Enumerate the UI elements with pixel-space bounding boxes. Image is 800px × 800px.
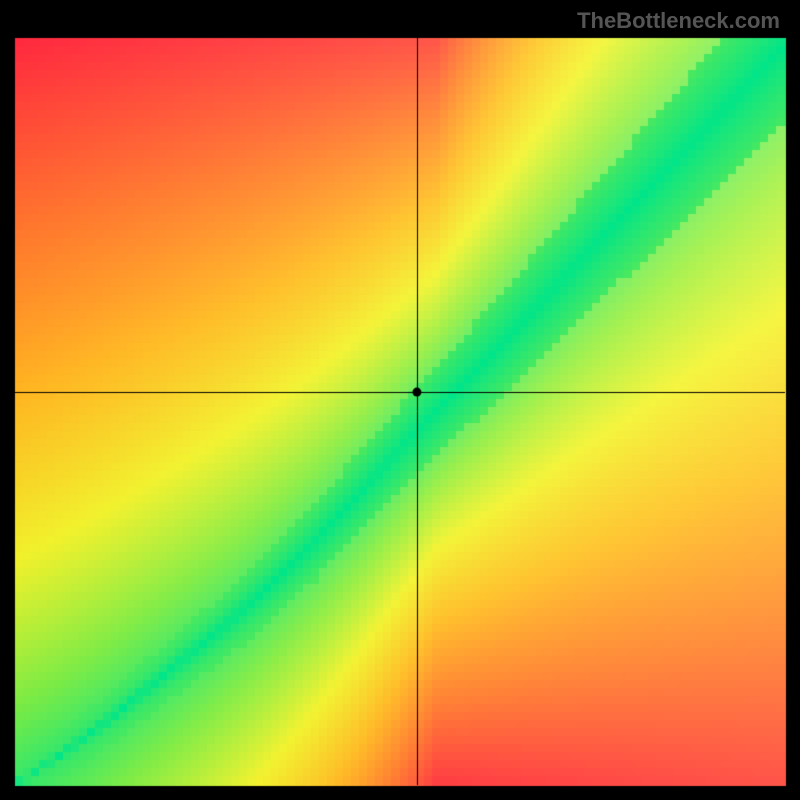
watermark-label: TheBottleneck.com [577,8,780,34]
heatmap-canvas [0,0,800,800]
